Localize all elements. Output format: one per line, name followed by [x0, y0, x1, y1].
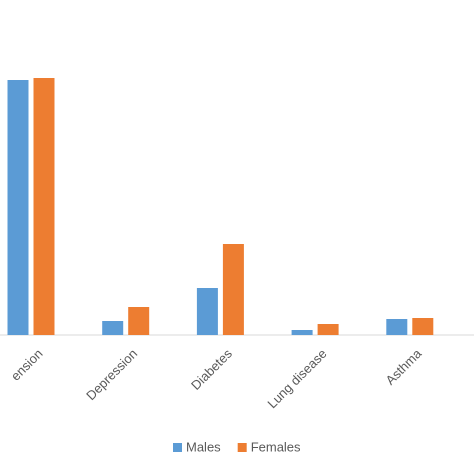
bar — [33, 78, 55, 335]
legend-label: Females — [251, 439, 301, 454]
bar — [291, 330, 313, 335]
bar — [196, 288, 218, 335]
bar — [222, 244, 244, 335]
bar — [386, 319, 408, 335]
bar — [102, 321, 124, 335]
legend-swatch — [173, 443, 182, 452]
bar — [128, 307, 150, 335]
bar — [317, 324, 339, 335]
bar — [7, 80, 29, 335]
legend-swatch — [237, 443, 247, 452]
legend-label: Males — [186, 439, 221, 454]
bar — [412, 318, 434, 335]
